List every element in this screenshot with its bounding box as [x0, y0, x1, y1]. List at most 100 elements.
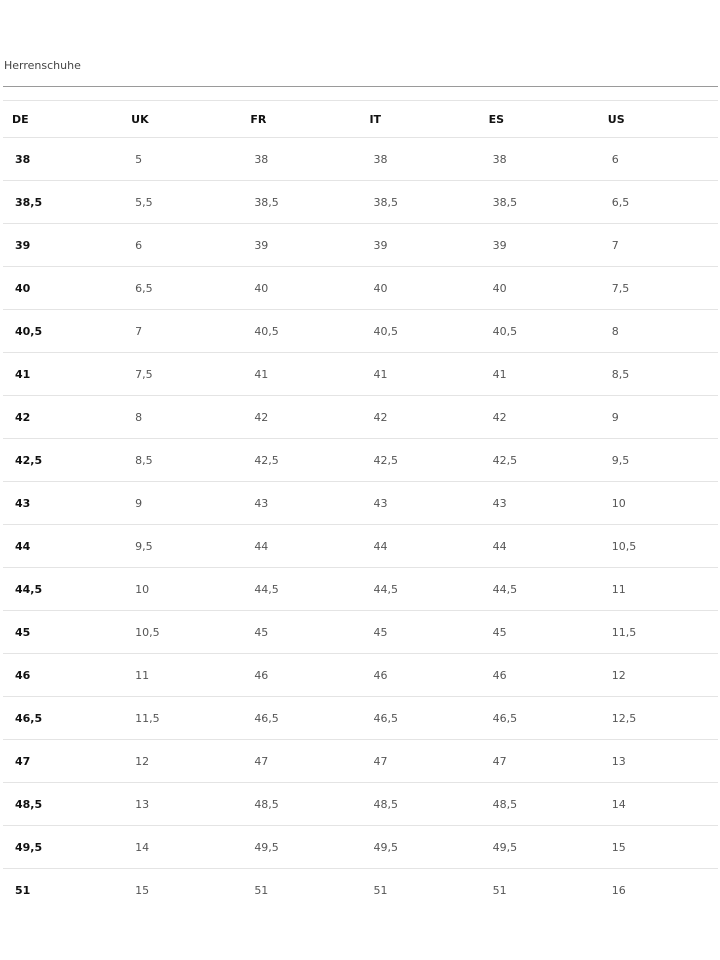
table-row: 44,5 10 44,5 44,5 44,5 11: [3, 567, 718, 611]
cell-es: 39: [479, 223, 599, 267]
cell-de: 39: [3, 223, 123, 267]
cell-us: 11: [598, 567, 718, 611]
cell-it: 46,5: [360, 696, 480, 740]
cell-it: 42,5: [360, 438, 480, 482]
column-header-fr: FR: [241, 100, 361, 138]
table-row: 46 11 46 46 46 12: [3, 653, 718, 697]
cell-us: 8,5: [598, 352, 718, 396]
column-header-it: IT: [360, 100, 480, 138]
column-header-es: ES: [479, 100, 599, 138]
cell-uk: 8,5: [122, 438, 242, 482]
cell-fr: 47: [241, 739, 361, 783]
cell-de: 44,5: [3, 567, 123, 611]
cell-it: 44,5: [360, 567, 480, 611]
cell-de: 41: [3, 352, 123, 396]
cell-us: 13: [598, 739, 718, 783]
cell-es: 47: [479, 739, 599, 783]
cell-de: 49,5: [3, 825, 123, 869]
cell-uk: 9: [122, 481, 242, 525]
table-row: 43 9 43 43 43 10: [3, 481, 718, 525]
cell-de: 40,5: [3, 309, 123, 353]
cell-es: 40: [479, 266, 599, 310]
cell-uk: 12: [122, 739, 242, 783]
cell-us: 15: [598, 825, 718, 869]
cell-us: 12: [598, 653, 718, 697]
cell-de: 48,5: [3, 782, 123, 826]
table-row: 49,5 14 49,5 49,5 49,5 15: [3, 825, 718, 869]
table-row: 46,5 11,5 46,5 46,5 46,5 12,5: [3, 696, 718, 740]
cell-de: 42: [3, 395, 123, 439]
cell-fr: 42: [241, 395, 361, 439]
cell-fr: 46: [241, 653, 361, 697]
cell-de: 42,5: [3, 438, 123, 482]
header-row: DE UK FR IT ES US: [3, 100, 718, 138]
cell-es: 51: [492, 883, 507, 897]
table-row: 39 6 39 39 39 7: [3, 223, 718, 267]
cell-es: 46: [479, 653, 599, 697]
cell-uk: 13: [122, 782, 242, 826]
cell-us: 7,5: [598, 266, 718, 310]
cell-us: 6,5: [598, 180, 718, 224]
cell-us: 16: [611, 883, 626, 897]
table-row: 38,5 5,5 38,5 38,5 38,5 6,5: [3, 180, 718, 224]
column-header-uk: UK: [122, 100, 242, 138]
cell-uk: 6: [122, 223, 242, 267]
cell-uk: 5,5: [122, 180, 242, 224]
cell-es: 41: [479, 352, 599, 396]
cell-uk: 6,5: [122, 266, 242, 310]
cell-us: 10,5: [598, 524, 718, 568]
size-table: DE UK FR IT ES US 38 5 38 38 38 6 38,5 5,5 38,5 38,5 38…: [3, 100, 718, 911]
cell-es: 48,5: [479, 782, 599, 826]
cell-us: 10: [598, 481, 718, 525]
cell-fr: 38: [241, 137, 361, 181]
cell-de: 51: [15, 883, 31, 897]
cell-it: 47: [360, 739, 480, 783]
size-chart-title: Herrenschuhe: [4, 59, 81, 72]
cell-uk: 11,5: [122, 696, 242, 740]
cell-uk: 9,5: [122, 524, 242, 568]
cell-it: 41: [360, 352, 480, 396]
cell-de: 45: [3, 610, 123, 654]
table-row: 48,5 13 48,5 48,5 48,5 14: [3, 782, 718, 826]
table-row: 42 8 42 42 42 9: [3, 395, 718, 439]
cell-fr: 44,5: [241, 567, 361, 611]
table-row: 42,5 8,5 42,5 42,5 42,5 9,5: [3, 438, 718, 482]
cell-it: 40: [360, 266, 480, 310]
cell-fr: 44: [241, 524, 361, 568]
cell-es: 44: [479, 524, 599, 568]
table-row: 51 15 51 51 51 16: [3, 869, 718, 912]
table-row: 41 7,5 41 41 41 8,5: [3, 352, 718, 396]
table-row: 44 9,5 44 44 44 10,5: [3, 524, 718, 568]
cell-fr: 41: [241, 352, 361, 396]
cell-fr: 40: [241, 266, 361, 310]
cell-it: 43: [360, 481, 480, 525]
cell-es: 49,5: [479, 825, 599, 869]
cell-es: 40,5: [479, 309, 599, 353]
cell-us: 12,5: [598, 696, 718, 740]
cell-es: 42: [479, 395, 599, 439]
cell-fr: 38,5: [241, 180, 361, 224]
column-header-de: DE: [3, 100, 123, 138]
cell-de: 46: [3, 653, 123, 697]
cell-us: 14: [598, 782, 718, 826]
cell-uk: 14: [122, 825, 242, 869]
cell-us: 6: [598, 137, 718, 181]
cell-es: 46,5: [479, 696, 599, 740]
cell-it: 49,5: [360, 825, 480, 869]
cell-uk: 5: [122, 137, 242, 181]
cell-de: 38: [3, 137, 123, 181]
cell-fr: 48,5: [241, 782, 361, 826]
cell-es: 38: [479, 137, 599, 181]
cell-us: 9: [598, 395, 718, 439]
cell-es: 38,5: [479, 180, 599, 224]
cell-uk: 11: [122, 653, 242, 697]
cell-fr: 43: [241, 481, 361, 525]
cell-uk: 10,5: [122, 610, 242, 654]
cell-de: 46,5: [3, 696, 123, 740]
table-row: 45 10,5 45 45 45 11,5: [3, 610, 718, 654]
cell-fr: 42,5: [241, 438, 361, 482]
cell-it: 46: [360, 653, 480, 697]
cell-us: 8: [598, 309, 718, 353]
cell-uk: 10: [122, 567, 242, 611]
cell-de: 38,5: [3, 180, 123, 224]
